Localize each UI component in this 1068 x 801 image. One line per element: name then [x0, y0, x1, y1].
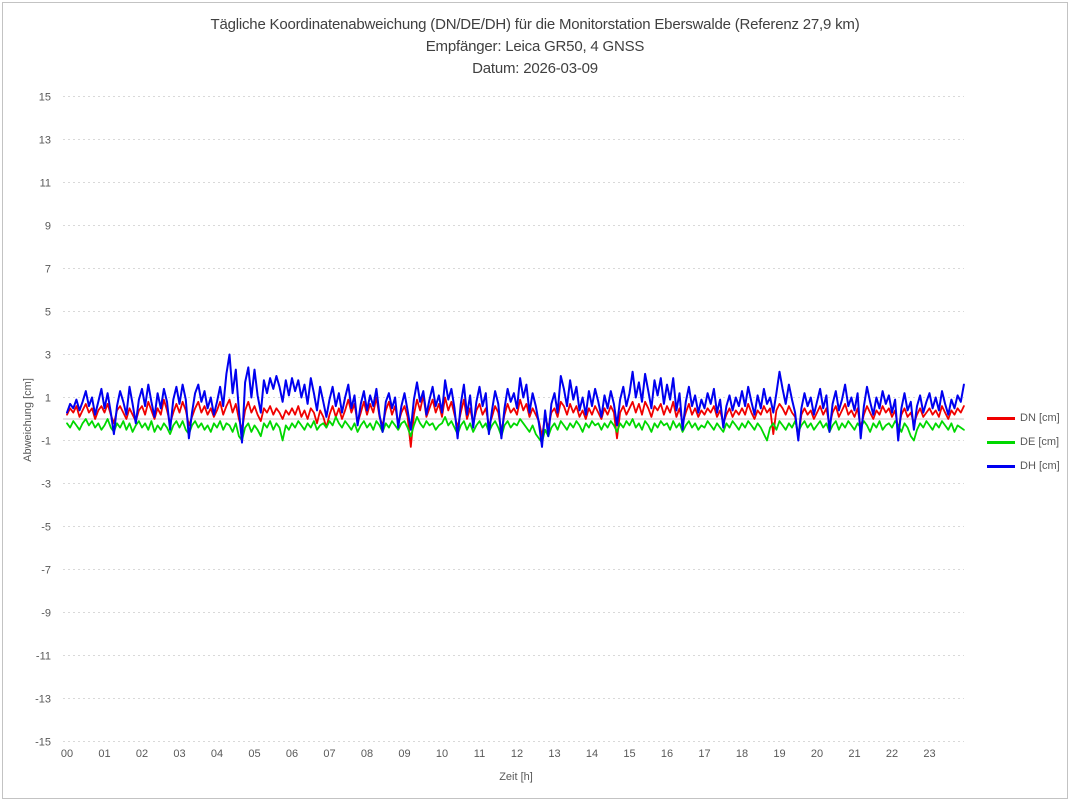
x-tick-label: 17 — [698, 748, 710, 760]
x-tick-label: 08 — [361, 748, 373, 760]
legend: DN [cm] DE [cm] DH [cm] — [987, 406, 1060, 478]
x-tick-label: 05 — [248, 748, 260, 760]
legend-label-dn: DN [cm] — [1020, 412, 1060, 424]
x-tick-label: 02 — [136, 748, 148, 760]
y-tick-label: -5 — [41, 522, 51, 534]
x-tick-label: 07 — [323, 748, 335, 760]
gridlines: 15 13 11 9 7 5 3 1 -1 -3 -5 -7 -9 -11 -13 -15 — [35, 92, 964, 749]
y-tick-label: 9 — [45, 221, 51, 233]
y-tick-label: -11 — [36, 651, 51, 663]
x-tick-label: 06 — [286, 748, 298, 760]
y-axis-title: Abweichung [cm] — [22, 378, 34, 462]
x-tick-label: 04 — [211, 748, 223, 760]
y-tick-label: 1 — [45, 393, 51, 405]
x-tick-label: 01 — [98, 748, 110, 760]
y-tick-label: -13 — [35, 694, 51, 706]
legend-swatch-dn — [987, 416, 1015, 420]
y-tick-label: 7 — [45, 264, 51, 276]
legend-label-dh: DH [cm] — [1020, 460, 1060, 472]
x-tick-label: 10 — [436, 748, 448, 760]
x-tick-label: 20 — [811, 748, 823, 760]
y-tick-label: -1 — [41, 436, 51, 448]
y-tick-label: 15 — [39, 92, 51, 104]
x-tick-label: 09 — [398, 748, 410, 760]
y-tick-label: -15 — [35, 737, 51, 749]
x-tick-label: 11 — [474, 748, 485, 760]
x-axis-ticks: 00 01 02 03 04 05 06 07 08 09 10 11 12 13 14 15 16 17 18 19… — [61, 748, 936, 760]
x-tick-label: 18 — [736, 748, 748, 760]
y-tick-label: 13 — [39, 135, 51, 147]
chart-subtitle-receiver: Empfänger: Leica GR50, 4 GNSS — [425, 38, 645, 55]
x-tick-label: 03 — [173, 748, 185, 760]
x-tick-label: 16 — [661, 748, 673, 760]
plot-area: 15 13 11 9 7 5 3 1 -1 -3 -5 -7 -9 -11 -13 -15 00 01 02 03 04… — [35, 92, 965, 760]
x-tick-label: 12 — [511, 748, 523, 760]
x-tick-label: 13 — [548, 748, 560, 760]
legend-item-de: DE [cm] — [987, 430, 1060, 454]
y-tick-label: 11 — [40, 178, 51, 190]
x-axis-title: Zeit [h] — [499, 771, 533, 783]
title-block: Tägliche Koordinatenabweichung (DN/DE/DH… — [3, 14, 1067, 80]
series-dn — [66, 394, 965, 448]
x-tick-label: 23 — [923, 748, 935, 760]
y-tick-label: -9 — [41, 608, 51, 620]
legend-swatch-de — [987, 440, 1015, 444]
x-tick-label: 15 — [623, 748, 635, 760]
y-tick-label: 5 — [45, 307, 51, 319]
y-tick-label: -7 — [41, 565, 51, 577]
legend-label-de: DE [cm] — [1020, 436, 1060, 448]
x-tick-label: 00 — [61, 748, 73, 760]
chart-subtitle-date: Datum: 2026-03-09 — [472, 60, 598, 77]
legend-item-dn: DN [cm] — [987, 406, 1060, 430]
series-dh — [66, 353, 965, 448]
legend-item-dh: DH [cm] — [987, 454, 1060, 478]
y-tick-label: -3 — [41, 479, 51, 491]
x-tick-label: 19 — [773, 748, 785, 760]
x-tick-label: 21 — [848, 748, 860, 760]
legend-swatch-dh — [987, 464, 1015, 468]
x-tick-label: 14 — [586, 748, 598, 760]
y-tick-label: 3 — [45, 350, 51, 362]
x-tick-label: 22 — [886, 748, 898, 760]
chart-title: Tägliche Koordinatenabweichung (DN/DE/DH… — [210, 16, 860, 33]
series-de — [66, 415, 965, 444]
